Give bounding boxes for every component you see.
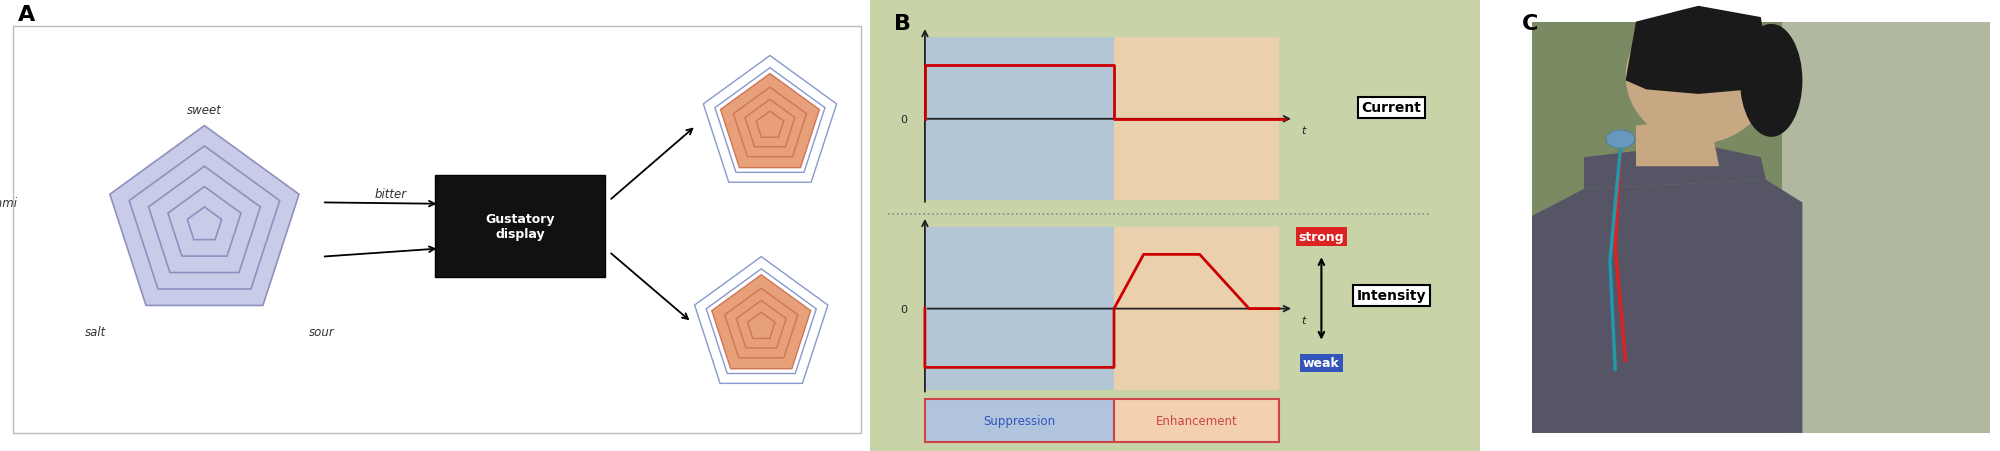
Text: 0: 0: [900, 115, 908, 124]
Text: Current: Current: [1362, 101, 1422, 115]
Polygon shape: [148, 167, 260, 273]
Text: t: t: [1300, 315, 1306, 325]
Polygon shape: [130, 147, 280, 290]
Text: Gustatory
display: Gustatory display: [486, 213, 554, 240]
Bar: [1114, 228, 1278, 390]
Text: A: A: [18, 5, 34, 24]
Ellipse shape: [1740, 25, 1802, 138]
Text: t: t: [1300, 126, 1306, 136]
Polygon shape: [1636, 117, 1720, 167]
FancyBboxPatch shape: [1114, 399, 1278, 442]
Polygon shape: [756, 112, 784, 138]
Text: sour: sour: [310, 325, 334, 338]
Polygon shape: [736, 301, 786, 348]
Bar: [1114, 38, 1278, 201]
Bar: [924, 38, 1114, 201]
Polygon shape: [168, 187, 240, 257]
Polygon shape: [1584, 144, 1766, 189]
Text: C: C: [1522, 14, 1538, 33]
Polygon shape: [712, 275, 810, 369]
Bar: [924, 228, 1114, 390]
Polygon shape: [724, 289, 798, 358]
Text: sweet: sweet: [188, 104, 222, 117]
Text: weak: weak: [1304, 357, 1340, 369]
Polygon shape: [188, 207, 222, 240]
Polygon shape: [734, 88, 806, 157]
Bar: [1532, 23, 1990, 433]
Polygon shape: [748, 313, 776, 339]
Text: bitter: bitter: [374, 188, 406, 200]
Polygon shape: [1532, 180, 1802, 433]
Text: Suppression: Suppression: [984, 414, 1056, 427]
Polygon shape: [720, 74, 820, 168]
Bar: [1782, 23, 1990, 433]
Ellipse shape: [1626, 9, 1772, 144]
Text: 0: 0: [900, 304, 908, 314]
Ellipse shape: [1606, 131, 1634, 149]
Text: umami: umami: [0, 197, 18, 209]
Text: Enhancement: Enhancement: [1156, 414, 1238, 427]
FancyBboxPatch shape: [924, 399, 1114, 442]
Polygon shape: [1626, 7, 1772, 95]
Polygon shape: [110, 126, 300, 306]
Text: strong: strong: [1298, 230, 1344, 243]
Bar: [436, 176, 604, 277]
Text: B: B: [894, 14, 912, 33]
Text: salt: salt: [86, 325, 106, 338]
Polygon shape: [746, 100, 794, 147]
Text: Intensity: Intensity: [1356, 289, 1426, 302]
